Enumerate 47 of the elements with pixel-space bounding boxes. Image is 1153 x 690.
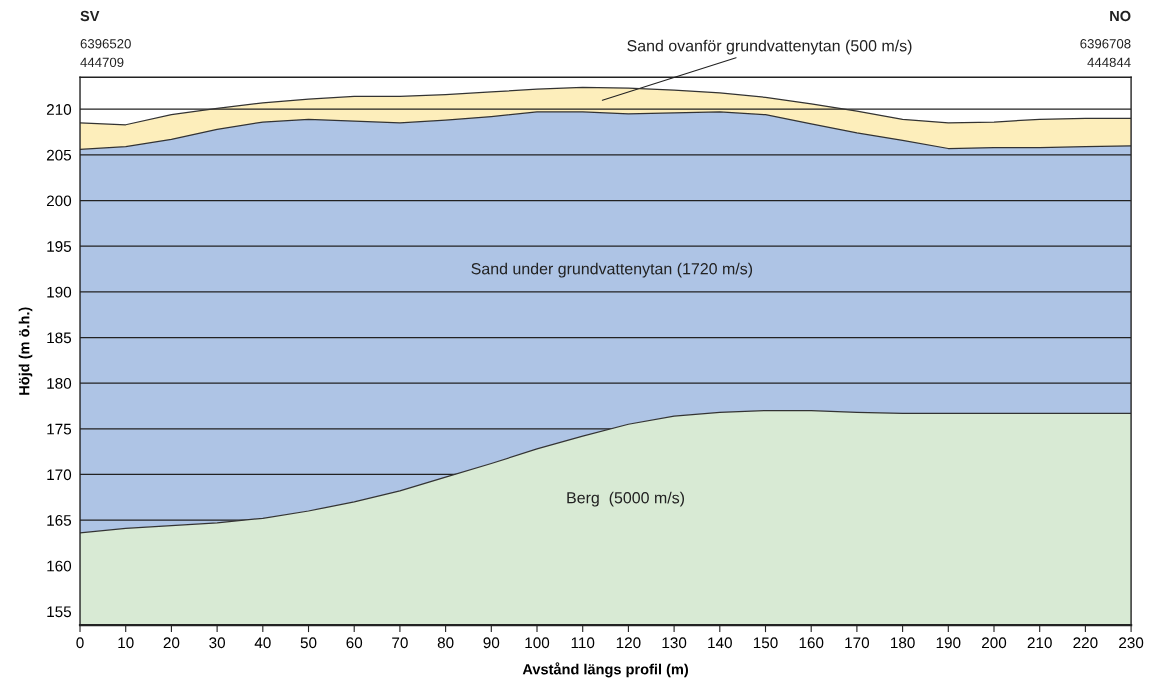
text: 6396708 — [1080, 39, 1131, 49]
y-tick-label: 195 — [47, 241, 72, 252]
x-tick-label: 180 — [891, 637, 915, 649]
text: 444844 — [1087, 57, 1131, 68]
text: 444709 — [80, 57, 124, 68]
y-tick-label: 175 — [47, 423, 72, 435]
x-tick-label: 210 — [1027, 637, 1052, 649]
text: SV — [80, 10, 100, 22]
x-tick-label: 220 — [1073, 637, 1098, 649]
x-tick-label: 50 — [300, 637, 317, 649]
x-tick-label: 10 — [118, 637, 134, 649]
x-tick-label: 150 — [753, 637, 778, 649]
y-tick-label: 155 — [47, 606, 72, 618]
x-tick-label: 110 — [571, 637, 595, 649]
text: NO — [1110, 10, 1131, 22]
x-tick-label: 140 — [708, 637, 732, 649]
y-tick-label: 205 — [46, 149, 72, 161]
x-tick-label: 170 — [845, 637, 870, 649]
x-tick-label: 160 — [799, 637, 824, 649]
y-tick-label: 180 — [47, 378, 72, 389]
y-axis-title: Höjd (m ö.h.) — [18, 307, 33, 395]
x-tick-label: 90 — [483, 637, 500, 649]
x-tick-label: 130 — [662, 637, 687, 649]
y-tick-label: 160 — [47, 560, 72, 572]
text: 6396520 — [80, 39, 131, 49]
y-tick-label: 210 — [46, 104, 72, 115]
y-tick-label: 170 — [47, 469, 72, 481]
x-tick-label: 120 — [616, 637, 641, 649]
x-tick-label: 70 — [392, 637, 408, 649]
series-label: Sand under grundvattenytan (1720 m/s) — [471, 262, 753, 278]
x-tick-label: 30 — [209, 637, 226, 649]
x-tick-label: 190 — [936, 637, 961, 649]
x-tick-label: 20 — [163, 637, 180, 649]
x-tick-label: 80 — [437, 637, 454, 649]
x-tick-label: 40 — [254, 637, 271, 649]
x-tick-label: 200 — [982, 637, 1007, 649]
x-tick-label: 60 — [346, 637, 363, 649]
text: Sand ovanför grundvattenytan (500 m/s) — [627, 39, 912, 55]
y-tick-label: 165 — [47, 515, 72, 526]
series-label: Berg (5000 m/s) — [567, 491, 685, 507]
x-tick-label: 230 — [1119, 637, 1144, 649]
y-tick-label: 185 — [47, 332, 72, 344]
x-axis-title: Avstånd längs profil (m) — [522, 662, 689, 678]
x-tick-label: 0 — [76, 637, 84, 649]
x-tick-label: 100 — [525, 637, 550, 649]
y-tick-label: 190 — [47, 286, 72, 298]
y-tick-label: 200 — [46, 195, 72, 207]
